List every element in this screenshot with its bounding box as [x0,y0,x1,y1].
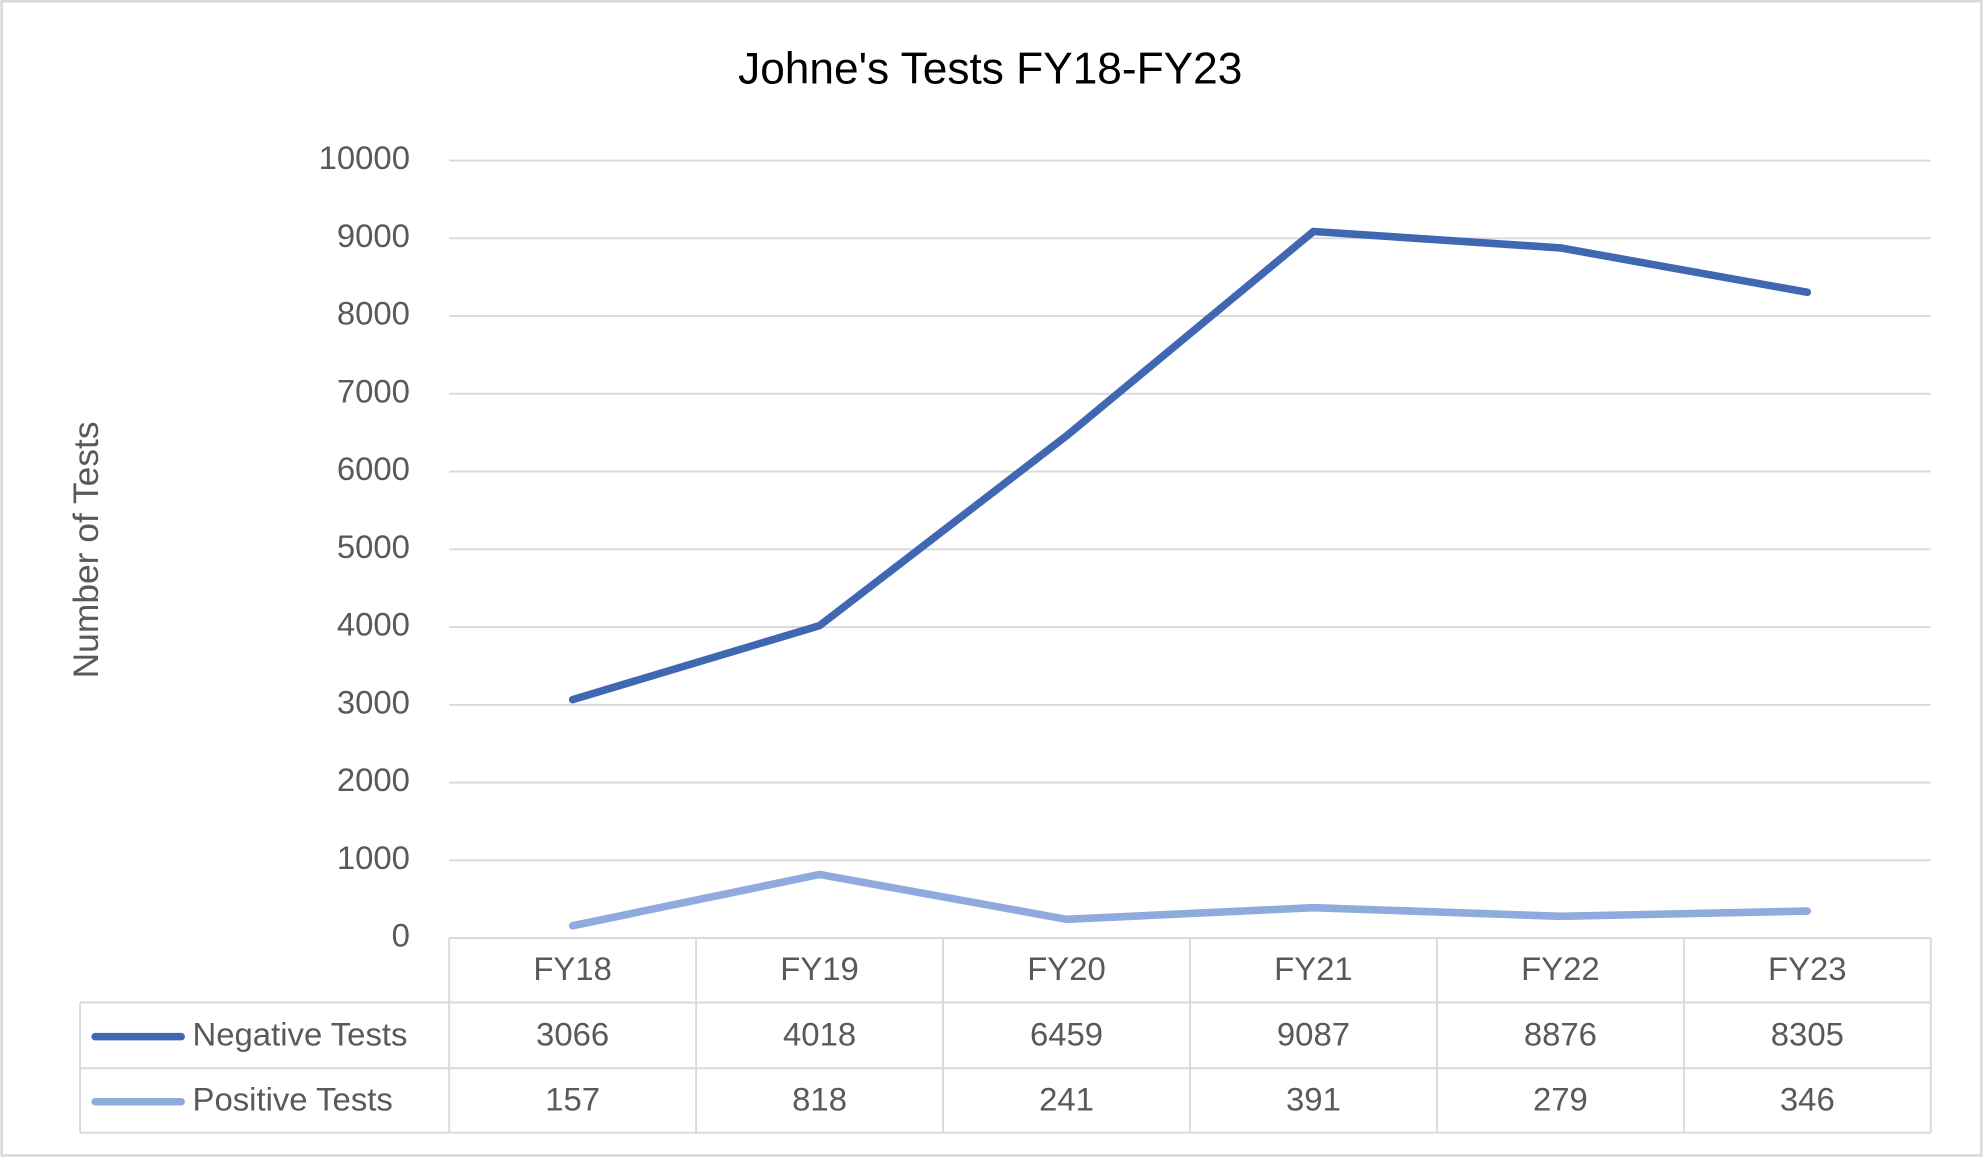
y-tick-label: 6000 [337,450,410,487]
y-tick-label: 4000 [337,606,410,643]
table-value: 6459 [1030,1015,1103,1052]
y-tick-label: 0 [392,917,410,954]
legend-label: Positive Tests [193,1080,393,1117]
table-value: 241 [1039,1080,1094,1117]
x-tick-label: FY18 [533,950,612,987]
y-tick-label: 8000 [337,295,410,332]
y-tick-label: 1000 [337,839,410,876]
y-axis-label: Number of Tests [67,421,106,678]
table-value: 9087 [1277,1015,1350,1052]
y-tick-label: 3000 [337,683,410,720]
x-tick-label: FY20 [1027,950,1106,987]
table-value: 8876 [1524,1015,1597,1052]
table-value: 818 [792,1080,847,1117]
table-value: 3066 [536,1015,609,1052]
table-value: 279 [1533,1080,1588,1117]
y-tick-label: 2000 [337,761,410,798]
table-value: 391 [1286,1080,1341,1117]
y-tick-label: 7000 [337,372,410,409]
legend-label: Negative Tests [193,1015,408,1052]
y-tick-label: 9000 [337,217,410,254]
data-line [568,227,1812,704]
y-tick-label: 5000 [337,528,410,565]
chart-title: Johne's Tests FY18-FY23 [738,45,1242,94]
table-value: 8305 [1771,1015,1844,1052]
table-value: 346 [1780,1080,1835,1117]
table-value: 4018 [783,1015,856,1052]
y-tick-label: 10000 [319,139,410,176]
x-tick-label: FY22 [1521,950,1600,987]
x-tick-label: FY23 [1768,950,1847,987]
x-tick-label: FY21 [1274,950,1353,987]
x-tick-label: FY19 [780,950,859,987]
data-line [568,870,1812,930]
table-value: 157 [545,1080,600,1117]
